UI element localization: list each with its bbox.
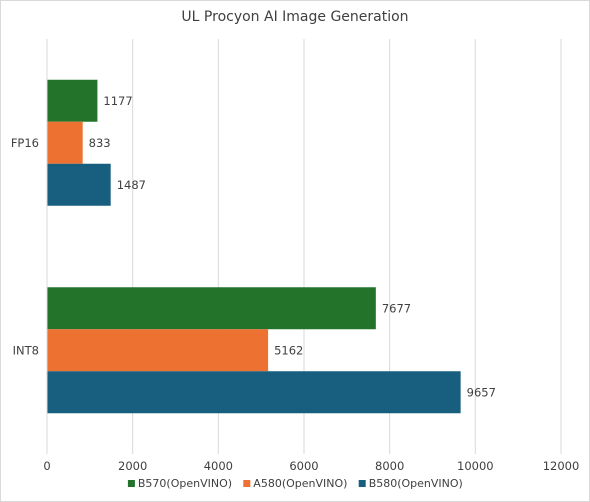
x-tick-label: 10000: [457, 459, 494, 473]
x-tick-label: 4000: [204, 459, 233, 473]
bar: [47, 287, 376, 330]
data-label: 833: [89, 136, 111, 150]
data-label: 9657: [467, 385, 496, 399]
bar: [47, 163, 111, 206]
y-category-label: FP16: [11, 136, 39, 150]
legend-label: A580(OpenVINO): [253, 477, 347, 490]
legend-swatch: [358, 480, 366, 487]
bar: [47, 329, 269, 372]
data-label: 1177: [103, 94, 132, 108]
x-tick-label: 8000: [375, 459, 404, 473]
x-tick-label: 0: [43, 459, 50, 473]
x-tick-label: 6000: [289, 459, 318, 473]
data-label: 1487: [117, 178, 146, 192]
y-category-label: INT8: [13, 343, 39, 357]
x-tick-label: 2000: [118, 459, 147, 473]
data-label: 7677: [382, 301, 411, 315]
legend: B570(OpenVINO) A580(OpenVINO) B580(OpenVIN…: [127, 477, 463, 490]
legend-label: B570(OpenVINO): [138, 477, 232, 490]
bars: 1177 833 1487 7677 5162 9657: [47, 79, 496, 414]
chart-title: UL Procyon AI Image Generation: [181, 9, 409, 25]
bar: [47, 371, 461, 414]
axes: 0 2000 4000 6000 8000 10000 12000 FP16 INT8: [11, 39, 579, 473]
legend-swatch: [243, 480, 251, 487]
bar: [47, 79, 98, 122]
legend-swatch: [127, 480, 135, 487]
x-tick-label: 12000: [543, 459, 580, 473]
data-label: 5162: [274, 343, 303, 357]
bar: [47, 121, 83, 164]
legend-label: B580(OpenVINO): [369, 477, 463, 490]
